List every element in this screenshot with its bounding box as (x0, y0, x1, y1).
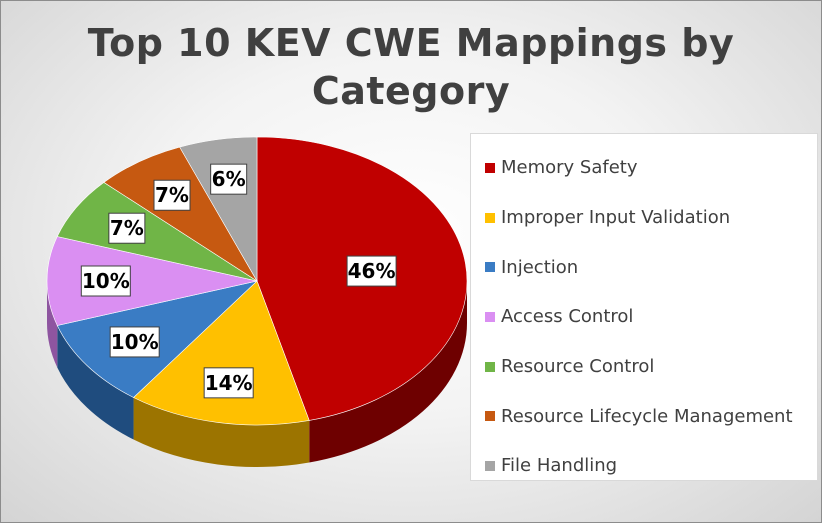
data-label-box-2 (109, 326, 160, 358)
pie-side-1 (133, 397, 310, 467)
data-label-text-4: 7% (110, 216, 144, 240)
legend-item-3: Access Control (471, 292, 817, 342)
legend-item-4: Resource Control (471, 342, 817, 392)
legend-item-1: Improper Input Validation (471, 193, 817, 243)
data-labels: 46% 14% 10% 10% 7% 7% 6% (80, 163, 397, 399)
pie-slice-3 (46, 236, 258, 326)
legend-item-2: Injection (471, 242, 817, 292)
data-label-0: 46% (346, 255, 397, 287)
data-label-box-3 (80, 265, 131, 297)
data-label-box-5 (153, 179, 191, 211)
data-label-4: 7% (108, 212, 146, 244)
legend-label-6: File Handling (501, 455, 618, 477)
data-label-text-3: 10% (82, 269, 130, 293)
legend-label-1: Improper Input Validation (501, 207, 731, 229)
chart-title-line-2: Category (311, 69, 511, 113)
legend-label-2: Injection (501, 256, 579, 278)
legend-swatch-3 (485, 311, 495, 322)
pie-slice-1 (133, 280, 310, 426)
data-label-6: 6% (210, 163, 248, 195)
legend-label-0: Memory Safety (501, 157, 638, 179)
data-label-text-1: 14% (205, 371, 253, 395)
legend-item-5: Resource Lifecycle Management (471, 391, 817, 441)
legend-swatch-1 (485, 212, 495, 223)
data-label-box-0 (346, 255, 397, 287)
legend-label-5: Resource Lifecycle Management (501, 405, 793, 427)
data-label-3: 10% (80, 265, 131, 297)
data-label-1: 14% (203, 367, 254, 399)
pie-side-0 (309, 281, 468, 463)
data-label-text-6: 6% (212, 167, 246, 191)
pie-side-2 (57, 325, 134, 440)
data-label-2: 10% (109, 326, 160, 358)
legend-label-3: Access Control (501, 306, 634, 328)
legend-swatch-6 (485, 460, 495, 471)
data-label-text-5: 7% (155, 183, 189, 207)
legend-swatch-2 (485, 262, 495, 273)
data-label-text-0: 46% (348, 259, 396, 283)
legend: Memory Safety Improper Input Validation In… (470, 133, 818, 481)
legend-swatch-5 (485, 411, 495, 422)
chart-title: Top 10 KEV CWE Mappings by Category (1, 19, 821, 115)
data-label-box-1 (203, 367, 254, 399)
legend-swatch-0 (485, 162, 495, 173)
chart-title-line-1: Top 10 KEV CWE Mappings by (87, 21, 735, 65)
pie-depth (47, 281, 468, 467)
pie-side-3 (47, 281, 58, 368)
data-label-text-2: 10% (111, 330, 159, 354)
legend-item-6: File Handling (471, 441, 817, 491)
legend-swatch-4 (485, 361, 495, 372)
data-label-5: 7% (153, 179, 191, 211)
legend-label-4: Resource Control (501, 356, 655, 378)
legend-item-0: Memory Safety (471, 143, 817, 193)
data-label-box-4 (108, 212, 146, 244)
data-label-box-6 (210, 163, 248, 195)
